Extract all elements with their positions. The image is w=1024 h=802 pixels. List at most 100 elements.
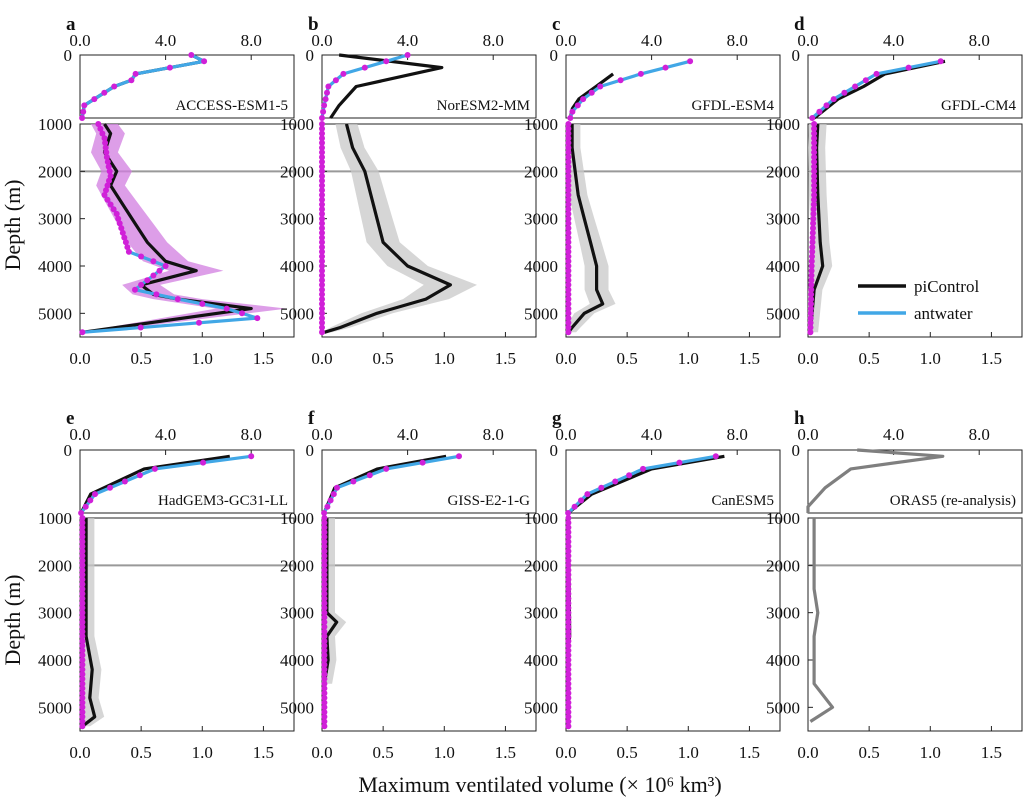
- marker-point: [565, 244, 572, 251]
- marker-point: [811, 173, 818, 180]
- marker-point: [321, 600, 328, 607]
- depth-tick-label: 4000: [38, 651, 72, 670]
- marker-point: [808, 263, 815, 269]
- marker-point: [79, 694, 86, 701]
- bottom-tick-label: 0.5: [131, 349, 152, 368]
- marker-point: [811, 182, 818, 189]
- marker-point: [319, 177, 325, 184]
- marker-point: [223, 305, 230, 312]
- marker-point: [321, 581, 328, 588]
- depth-tick-label: 1000: [38, 115, 72, 134]
- depth-tick-label: 4000: [524, 257, 558, 276]
- marker-point: [565, 139, 572, 146]
- top-tick-label: 8.0: [241, 31, 262, 50]
- marker-point: [321, 633, 328, 640]
- lower-frame: [321, 517, 537, 732]
- marker-point: [319, 286, 325, 293]
- marker-point: [79, 661, 86, 668]
- panel-letter: g: [552, 408, 562, 429]
- marker-point: [321, 519, 328, 526]
- marker-point: [174, 296, 181, 303]
- bottom-tick-label: 0.0: [311, 743, 332, 762]
- top-tick-label: 0.0: [555, 425, 576, 444]
- marker-point: [79, 709, 86, 716]
- marker-point: [79, 690, 86, 697]
- depth-tick-label: 4000: [38, 257, 72, 276]
- marker-point: [79, 538, 86, 545]
- bottom-tick-label: 0.5: [373, 349, 394, 368]
- marker-point: [809, 229, 816, 236]
- top-tick-label: 0.0: [311, 425, 332, 444]
- marker-point: [199, 300, 206, 307]
- marker-point: [321, 576, 328, 583]
- marker-point: [565, 642, 572, 649]
- depth-tick-label: 5000: [280, 698, 314, 717]
- marker-point: [712, 453, 719, 460]
- picontrol-line-lower: [567, 124, 605, 334]
- marker-point: [383, 465, 390, 472]
- marker-point: [565, 177, 572, 184]
- marker-point: [79, 671, 86, 678]
- marker-point: [102, 139, 109, 146]
- marker-point: [97, 125, 104, 132]
- bottom-tick-label: 1.0: [192, 743, 213, 762]
- marker-point: [565, 538, 572, 545]
- marker-point: [565, 666, 572, 673]
- bottom-tick-label: 0.5: [859, 743, 880, 762]
- marker-point: [115, 215, 122, 222]
- marker-point: [101, 192, 108, 198]
- model-name: HadGEM3-GC31-LL: [158, 493, 288, 509]
- marker-point: [321, 690, 328, 697]
- marker-point: [79, 680, 86, 687]
- marker-point: [319, 173, 325, 180]
- bottom-tick-label: 1.0: [192, 349, 213, 368]
- marker-point: [637, 70, 644, 77]
- marker-point: [565, 628, 572, 635]
- marker-point: [321, 723, 328, 730]
- marker-point: [319, 329, 325, 336]
- marker-point: [808, 267, 815, 274]
- marker-point: [565, 557, 572, 564]
- depth-tick-label: 5000: [766, 304, 800, 323]
- marker-point: [565, 647, 572, 654]
- marker-point: [565, 633, 572, 640]
- top-tick-label: 4.0: [155, 425, 176, 444]
- lower-frame: [807, 123, 1023, 338]
- upper-frame: [807, 449, 1023, 514]
- marker-point: [79, 562, 86, 569]
- marker-point: [565, 671, 572, 678]
- marker-point: [565, 286, 572, 293]
- depth-tick-label: 1000: [280, 115, 314, 134]
- depth-tick-label: 4000: [280, 257, 314, 276]
- marker-point: [319, 324, 325, 331]
- marker-point: [103, 149, 110, 156]
- marker-point: [132, 286, 138, 293]
- upper-frame: [321, 54, 537, 119]
- marker-point: [79, 595, 86, 602]
- marker-point: [319, 272, 325, 279]
- marker-point: [565, 533, 572, 540]
- marker-point: [321, 614, 328, 621]
- marker-point: [565, 543, 572, 550]
- marker-point: [565, 704, 572, 711]
- marker-point: [79, 628, 86, 635]
- marker-point: [565, 192, 572, 198]
- marker-point: [662, 64, 669, 71]
- marker-point: [565, 619, 572, 626]
- marker-point: [319, 215, 325, 222]
- marker-point: [419, 459, 426, 466]
- marker-point: [99, 130, 106, 137]
- marker-point: [565, 519, 572, 526]
- x-axis-label: Maximum ventilated volume (× 10⁶ km³): [358, 772, 721, 797]
- lower-frame: [565, 123, 781, 338]
- marker-point: [340, 70, 347, 77]
- marker-point: [321, 685, 328, 692]
- marker-point: [565, 581, 572, 588]
- marker-point: [873, 70, 880, 77]
- marker-point: [107, 484, 113, 491]
- marker-point: [79, 557, 86, 564]
- marker-point: [319, 210, 325, 217]
- bottom-tick-label: 1.5: [253, 743, 274, 762]
- panel-b: 0.0 4.0 8.0 0.0 0.5 1.0 1.5 0 1000 2000 3000 4000 50…: [280, 14, 537, 368]
- marker-point: [565, 168, 572, 175]
